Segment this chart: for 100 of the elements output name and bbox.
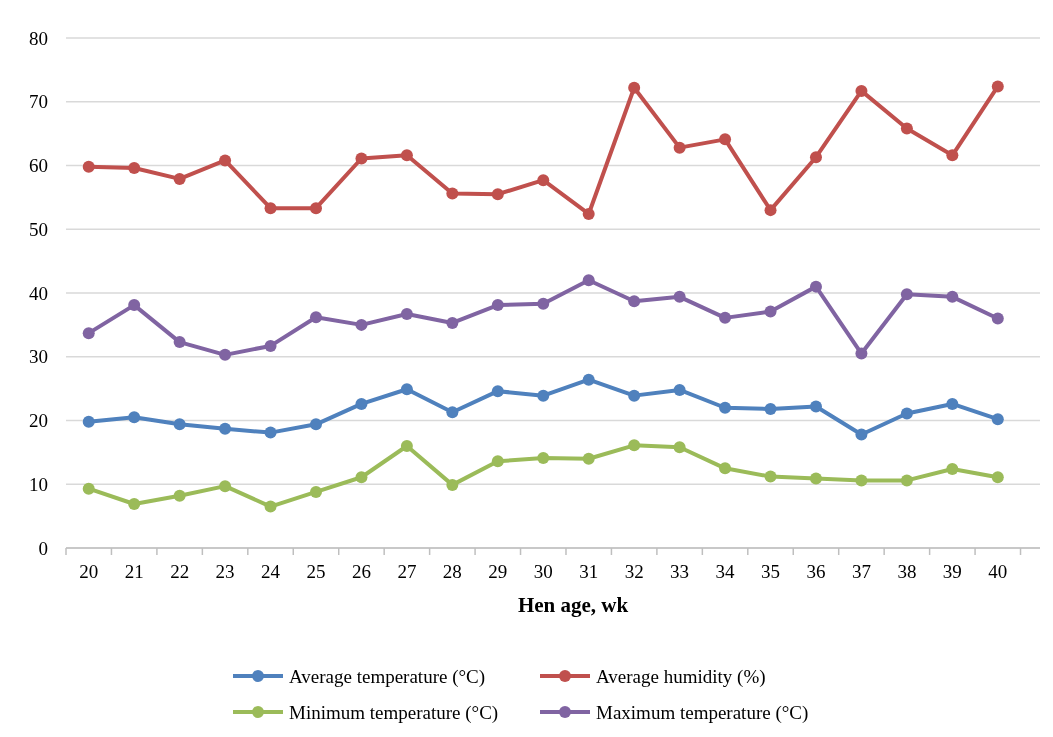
point	[900, 407, 913, 420]
y-tick-label: 10	[29, 473, 48, 495]
x-tick-label: 32	[624, 561, 644, 582]
x-tick-label: 31	[579, 561, 599, 582]
x-tick-label: 37	[851, 561, 871, 582]
point	[991, 413, 1004, 426]
point	[719, 462, 732, 475]
point	[173, 418, 186, 431]
point	[400, 440, 413, 452]
point	[719, 133, 732, 146]
point	[809, 151, 822, 164]
point	[264, 339, 277, 352]
point	[900, 474, 913, 487]
point	[491, 385, 504, 398]
point	[173, 489, 186, 502]
point	[309, 202, 322, 215]
point	[446, 406, 459, 419]
point	[582, 207, 595, 220]
point	[400, 383, 413, 396]
y-tick-label: 0	[38, 537, 48, 559]
point	[446, 187, 459, 200]
point	[946, 397, 959, 410]
point	[719, 401, 732, 414]
point	[219, 480, 232, 493]
point	[355, 471, 368, 484]
y-tick-label: 70	[29, 91, 48, 113]
y-tick-label: 60	[29, 155, 48, 177]
point	[173, 172, 186, 185]
point	[991, 312, 1004, 325]
point	[128, 498, 141, 511]
point	[764, 204, 777, 217]
point	[673, 290, 686, 303]
x-tick-label: 26	[351, 561, 371, 582]
point	[764, 403, 777, 416]
point	[173, 336, 186, 349]
y-tick-label: 20	[29, 410, 48, 432]
point	[673, 141, 686, 154]
point	[128, 299, 141, 312]
x-tick-label: 23	[215, 561, 235, 582]
point	[219, 154, 232, 167]
point	[855, 474, 868, 487]
point	[628, 295, 641, 308]
point	[946, 462, 959, 475]
point	[491, 455, 504, 468]
point	[264, 500, 277, 513]
x-tick-label: 33	[670, 561, 690, 582]
point	[900, 288, 913, 301]
point	[628, 81, 641, 94]
point	[628, 439, 641, 452]
x-tick-label: 21	[124, 561, 144, 582]
x-tick-label: 29	[488, 561, 508, 582]
point	[673, 383, 686, 396]
point	[82, 160, 95, 173]
point	[82, 327, 95, 340]
point	[946, 290, 959, 303]
point	[355, 318, 368, 331]
point	[673, 441, 686, 454]
point	[446, 316, 459, 329]
x-tick-label: 34	[715, 561, 736, 582]
y-tick-label: 80	[29, 27, 48, 49]
point	[355, 397, 368, 410]
point	[309, 485, 322, 498]
point	[355, 152, 368, 165]
point	[309, 311, 322, 324]
point	[309, 418, 322, 431]
point	[855, 428, 868, 441]
x-tick-label: 38	[897, 561, 917, 582]
x-tick-label: 36	[806, 561, 826, 582]
point	[219, 348, 232, 361]
point	[491, 299, 504, 312]
point	[537, 297, 550, 310]
x-tick-label: 40	[988, 561, 1008, 582]
point	[128, 162, 141, 175]
x-tick-label: 39	[942, 561, 962, 582]
x-axis-title: Hen age, wk	[517, 593, 629, 617]
point	[537, 389, 550, 402]
x-tick-label: 22	[170, 561, 190, 582]
point	[809, 280, 822, 293]
legend-label: Average humidity (%)	[596, 665, 766, 688]
point	[809, 472, 822, 485]
x-tick-label: 35	[761, 561, 781, 582]
point	[537, 452, 550, 465]
point	[582, 274, 595, 287]
point	[264, 426, 277, 439]
point	[764, 305, 777, 318]
point	[219, 422, 232, 435]
point	[446, 478, 459, 491]
point	[82, 415, 95, 428]
x-tick-label: 24	[261, 561, 281, 582]
point	[400, 308, 413, 321]
y-tick-label: 50	[29, 218, 48, 240]
x-tick-label: 28	[442, 561, 462, 582]
x-tick-label: 20	[79, 561, 99, 582]
legend-label: Average temperature (°C)	[289, 665, 486, 688]
point	[582, 373, 595, 386]
point	[82, 482, 95, 495]
point	[128, 411, 141, 424]
point	[855, 347, 868, 360]
point	[582, 452, 595, 465]
x-tick-label: 30	[533, 561, 553, 582]
